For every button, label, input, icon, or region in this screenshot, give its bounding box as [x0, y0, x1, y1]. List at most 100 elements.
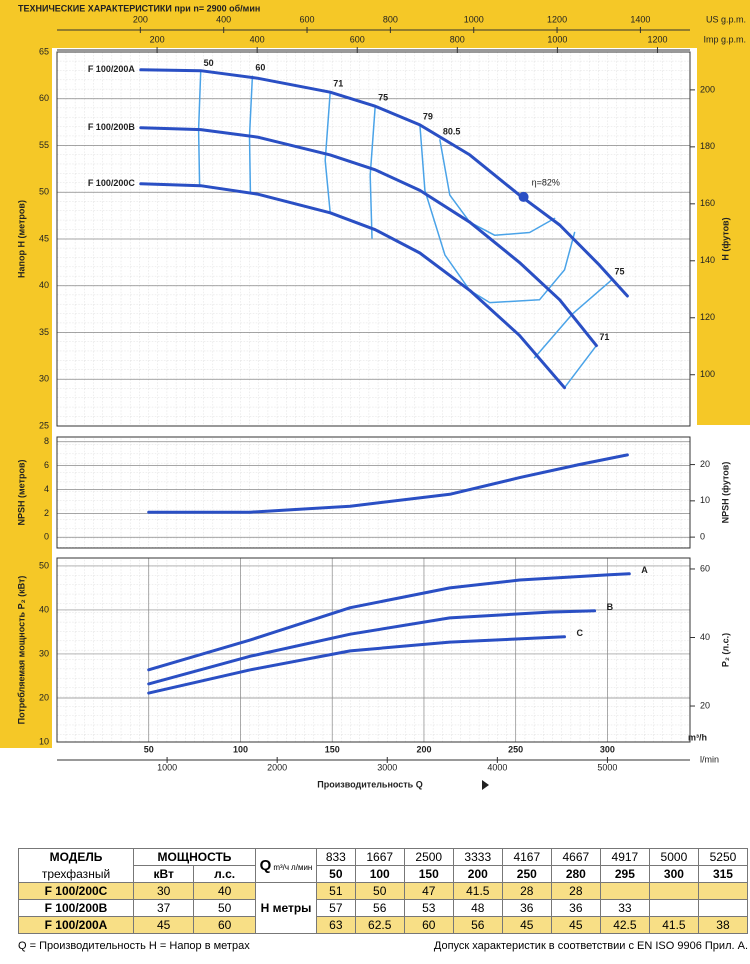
table-row: трехфазный кВт л.с. 50 100 150 200 250 280 295 300…	[18, 865, 749, 883]
x-tick-label: 5000	[597, 762, 617, 772]
head-value: 41.5	[452, 882, 503, 900]
curve	[139, 126, 598, 348]
head-value: 36	[501, 899, 552, 917]
head-value: 41.5	[648, 916, 699, 934]
x-tick-label: 800	[450, 34, 465, 44]
model: F 100/200C	[18, 882, 134, 900]
curve	[139, 182, 566, 390]
y-tick-label: 10	[39, 736, 49, 746]
q-lmin: 4917	[599, 848, 650, 866]
y-tick-label: 35	[39, 327, 49, 337]
x-tick-label: 4000	[487, 762, 507, 772]
head-value	[648, 882, 699, 900]
efficiency-label: 75	[378, 93, 388, 103]
y2-tick-label: 40	[700, 632, 710, 642]
y2-tick-label: 10	[700, 495, 710, 505]
x-tick-label: 200	[416, 744, 431, 754]
head-value: 53	[403, 899, 454, 917]
curve	[147, 453, 629, 514]
head-value: 45	[501, 916, 552, 934]
y-tick-label: 0	[44, 532, 49, 542]
y-tick-label: 55	[39, 140, 49, 150]
y-tick-label: 30	[39, 648, 49, 658]
y2-tick-label: 140	[700, 255, 715, 265]
efficiency-label: 79	[423, 111, 433, 121]
frame	[56, 557, 691, 743]
q-label: m³/ч	[273, 863, 290, 872]
y2-tick-label: 200	[700, 84, 715, 94]
y-tick-label: 50	[39, 560, 49, 570]
efficiency-label: 60	[255, 63, 265, 73]
curve	[147, 572, 631, 672]
x-tick-label: 400	[216, 14, 231, 24]
frame	[56, 51, 691, 427]
y-tick-label: 65	[39, 46, 49, 56]
head-value: 62.5	[354, 916, 405, 934]
y2-tick-label: 160	[700, 198, 715, 208]
x-tick-label: 300	[600, 744, 615, 754]
y2-tick-label: 20	[700, 700, 710, 710]
kw: 45	[132, 916, 195, 934]
header: трехфазный	[18, 865, 134, 883]
y-tick-label: 2	[44, 508, 49, 518]
curve-label: C	[577, 628, 584, 638]
x-tick-label: 600	[300, 14, 315, 24]
head-value: 56	[452, 916, 503, 934]
q-lmin: 4167	[501, 848, 552, 866]
y2-axis-title: H (футов)	[720, 217, 730, 260]
x-tick-label: 200	[133, 14, 148, 24]
header: МОДЕЛЬ	[18, 848, 134, 866]
footer-right: Допуск характеристик в соответствии с EN…	[433, 940, 748, 952]
y2-tick-label: 180	[700, 141, 715, 151]
minor-grid	[57, 437, 690, 548]
q-lmin: 3333	[452, 848, 503, 866]
head-value	[697, 899, 749, 917]
x-tick-label: 400	[250, 34, 265, 44]
q-m3h: 50	[316, 865, 356, 883]
head-value: 56	[354, 899, 405, 917]
q-m3h: 250	[501, 865, 552, 883]
head-value: 28	[501, 882, 552, 900]
x-tick-label: 150	[325, 744, 340, 754]
axis-name: US g.p.m.	[706, 14, 746, 24]
kw: 37	[132, 899, 195, 917]
efficiency-line	[439, 139, 556, 237]
footer-left: Q = Производительность H = Напор в метра…	[18, 940, 250, 952]
bep-point	[518, 191, 529, 202]
head-value: 33	[599, 899, 650, 917]
y-axis-title: NPSH (метров)	[16, 460, 26, 526]
q-lmin: 2500	[403, 848, 454, 866]
head-value	[599, 882, 650, 900]
table-row: F 100/200B 37 50 57 56 53 48 36 36 33	[18, 899, 749, 917]
table-row: F 100/200A 45 60 63 62.5 60 56 45 45 42.5 41.5 38	[18, 916, 749, 934]
x-tick-label: 600	[350, 34, 365, 44]
y2-tick-label: 0	[700, 531, 705, 541]
axis-name: Imp g.p.m.	[703, 34, 746, 44]
x-tick-label: 250	[508, 744, 523, 754]
y-axis-title: Потребляемая мощность P₂ (кВт)	[16, 576, 26, 725]
y2-tick-label: 60	[700, 563, 710, 573]
y-tick-label: 25	[39, 420, 49, 430]
q-m3h: 295	[599, 865, 650, 883]
curve	[147, 609, 597, 686]
efficiency-label: 50	[204, 58, 214, 68]
q-m3h: 315	[697, 865, 749, 883]
head-value: 57	[316, 899, 356, 917]
x-tick-label: 1200	[547, 14, 567, 24]
q-m3h: 200	[452, 865, 503, 883]
x-tick-label: 3000	[377, 762, 397, 772]
x-axis-title: Производительность Q	[317, 779, 422, 789]
head-value: 51	[316, 882, 356, 900]
q-lmin: 1667	[354, 848, 405, 866]
q-m3h: 300	[648, 865, 699, 883]
head-value: 36	[550, 899, 601, 917]
band-right	[697, 0, 750, 425]
q-lmin: 4667	[550, 848, 601, 866]
y-tick-label: 45	[39, 233, 49, 243]
efficiency-label: 71	[333, 79, 343, 89]
efficiency-line	[369, 105, 376, 239]
footer: Q = Производительность H = Напор в метра…	[18, 940, 748, 952]
